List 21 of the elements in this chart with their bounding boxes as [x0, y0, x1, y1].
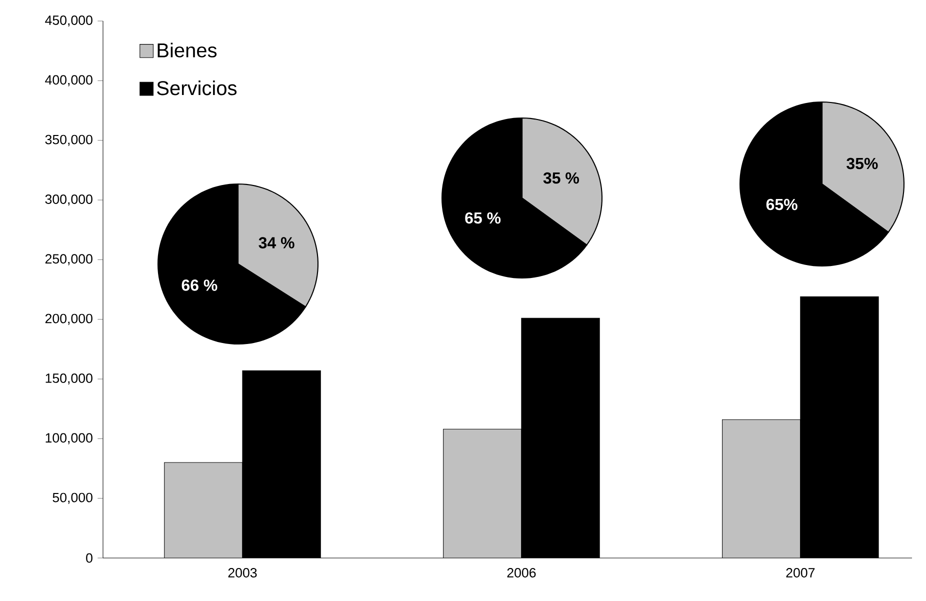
y-tick-label: 200,000	[45, 314, 92, 325]
x-tick-label: 2006	[507, 568, 536, 578]
y-tick-label: 100,000	[46, 433, 92, 444]
y-tick-label: 400,000	[45, 75, 92, 86]
data-label: 34 %	[258, 237, 294, 248]
legend-label: Servicios	[157, 80, 237, 96]
y-tick-label: 0	[86, 553, 92, 563]
data-label: 66 %	[182, 280, 218, 291]
data-label: 35%	[846, 158, 878, 170]
y-tick-label: 450,000	[45, 16, 92, 27]
x-tick-label: 2007	[786, 568, 815, 578]
y-tick-label: 50,000	[52, 492, 92, 504]
y-tick-label: 250,000	[45, 254, 92, 266]
data-label: 65 %	[465, 212, 501, 224]
y-tick-label: 150,000	[46, 374, 92, 385]
legend-label: Bienes	[158, 42, 217, 58]
y-tick-label: 350,000	[45, 134, 92, 146]
x-tick-label: 2003	[228, 568, 257, 578]
data-label: 35 %	[543, 172, 579, 184]
y-tick-label: 300,000	[45, 194, 92, 206]
data-label: 65%	[766, 198, 798, 210]
